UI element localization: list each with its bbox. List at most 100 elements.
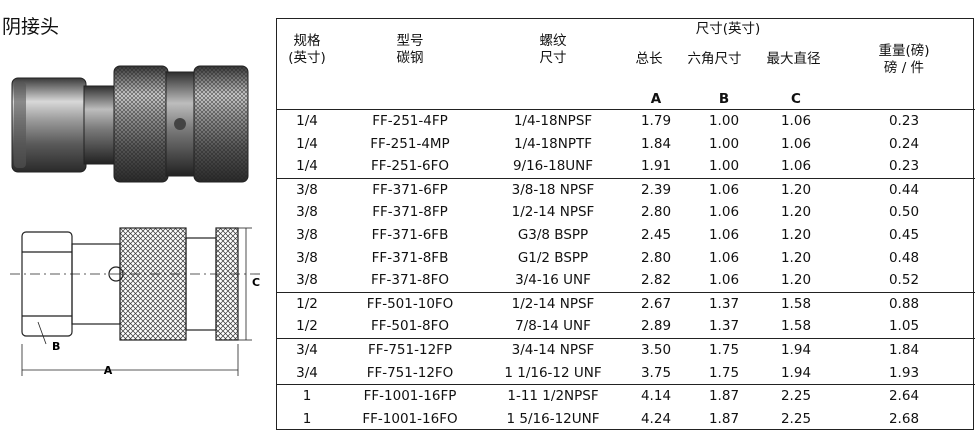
cell-model: FF-371-6FB xyxy=(371,226,449,243)
header-dimensions-group: 尺寸(英寸) xyxy=(695,21,761,37)
cell-weight: 0.44 xyxy=(833,177,975,202)
cell-model: FF-371-8FP xyxy=(372,204,448,221)
cell-weight: 0.23 xyxy=(888,113,920,129)
table-row: 1 FF-1001-16FP 1-11 1/2NPSF 4.14 1.87 2.25 2.6… xyxy=(277,384,975,408)
cell-thread: 7/8-14 UNF xyxy=(515,318,591,335)
table-row: 3/8 FF-371-8FO 3/4-16 UNF 2.82 1.06 1.20 0.52 xyxy=(277,269,975,292)
cell-c: 1.94 xyxy=(759,337,833,362)
cell-weight: 0.23 xyxy=(888,158,920,175)
cell-thread: G1/2 BSPP xyxy=(517,249,589,266)
cell-c: 1.20 xyxy=(759,177,833,202)
dimension-drawing: C A B xyxy=(10,227,260,377)
cell-a: 3.50 xyxy=(623,337,689,362)
cell-model: FF-251-6FO xyxy=(370,158,450,175)
cell-thread: 1 1/16-12 UNF xyxy=(504,364,602,381)
table-row: 1/4 FF-251-4MP 1/4-18NPTF 1.84 1.00 1.06 0.24 xyxy=(277,133,975,156)
cell-size: 3/8 xyxy=(296,226,318,243)
cell-weight: 0.48 xyxy=(888,249,920,266)
cell-size: 1 xyxy=(277,384,337,408)
cell-model: FF-251-4MP xyxy=(370,135,450,152)
cell-weight: 0.45 xyxy=(888,226,920,243)
cell-model: FF-1001-16FO xyxy=(362,410,458,427)
cell-c: 1.20 xyxy=(780,204,812,221)
cell-thread: 1-11 1/2NPSF xyxy=(483,384,623,408)
cell-b: 1.87 xyxy=(708,410,740,427)
table-row: 3/8 FF-371-8FB G1/2 BSPP 2.80 1.06 1.20 0.48 xyxy=(277,247,975,270)
header-thread: 螺纹 尺寸 xyxy=(539,33,567,66)
cell-c: 1.20 xyxy=(780,226,812,243)
table-row: 3/4 FF-751-12FO 1 1/16-12 UNF 3.75 1.75 1.94 1… xyxy=(277,362,975,385)
cell-b: 1.06 xyxy=(708,249,740,266)
label-c: C xyxy=(252,276,260,289)
cell-model: FF-751-12FP xyxy=(337,337,483,362)
cell-weight: 0.52 xyxy=(888,272,920,289)
table-row: 3/8 FF-371-6FP 3/8-18 NPSF 2.39 1.06 1.20 0.44 xyxy=(277,177,975,202)
cell-model: FF-1001-16FP xyxy=(337,384,483,408)
cell-c: 1.58 xyxy=(759,291,833,316)
cell-weight: 0.24 xyxy=(888,135,920,152)
letters-row: A B C xyxy=(277,83,975,110)
cell-c: 1.94 xyxy=(780,364,812,381)
header-dimensions: 尺寸(英寸) 总长 六角尺寸 最大直径 xyxy=(623,19,833,83)
cell-weight: 2.64 xyxy=(833,384,975,408)
cell-a: 2.45 xyxy=(640,226,672,243)
cell-a: 2.67 xyxy=(623,291,689,316)
label-a: A xyxy=(104,364,113,377)
cell-b: 1.00 xyxy=(708,158,740,175)
table-row: 1/2 FF-501-8FO 7/8-14 UNF 2.89 1.37 1.58 1.05 xyxy=(277,315,975,338)
cell-thread: G3/8 BSPP xyxy=(517,226,589,243)
cell-size: 1/4 xyxy=(296,158,318,175)
cell-a: 4.14 xyxy=(623,384,689,408)
cell-size: 1/2 xyxy=(277,291,337,316)
cell-b: 1.37 xyxy=(689,291,759,316)
header-hex: 六角尺寸 xyxy=(687,51,742,67)
cell-c: 1.06 xyxy=(780,135,812,152)
cell-a: 1.84 xyxy=(640,135,672,152)
cell-b: 1.06 xyxy=(689,177,759,202)
label-b: B xyxy=(52,340,60,353)
table-row: 3/8 FF-371-6FB G3/8 BSPP 2.45 1.06 1.20 0.45 xyxy=(277,224,975,247)
cell-model: FF-371-8FO xyxy=(370,272,450,289)
cell-thread: 3/8-18 NPSF xyxy=(483,177,623,202)
cell-b: 1.00 xyxy=(708,135,740,152)
letter-b: B xyxy=(689,83,759,110)
table-row: 1/4 FF-251-4FP 1/4-18NPSF 1.79 1.00 1.06 0.23 xyxy=(277,110,975,133)
header-spec: 规格 (英寸) xyxy=(288,33,326,66)
cell-size: 3/8 xyxy=(296,204,318,221)
header-max-dia: 最大直径 xyxy=(766,51,821,67)
cell-b: 1.37 xyxy=(708,318,740,335)
cell-a: 4.24 xyxy=(640,410,672,427)
cell-a: 2.39 xyxy=(623,177,689,202)
spec-table: 规格 (英寸) 型号 碳钢 螺纹 尺寸 尺寸(英寸) 总长 六角尺寸 最大直径 xyxy=(276,18,975,430)
cell-weight: 1.84 xyxy=(833,337,975,362)
cell-model: FF-501-10FO xyxy=(337,291,483,316)
cell-c: 1.20 xyxy=(780,272,812,289)
cell-thread: 1/4-18NPSF xyxy=(513,113,593,129)
cell-thread: 9/16-18UNF xyxy=(512,158,594,175)
cell-size: 3/4 xyxy=(296,364,318,381)
cell-size: 3/4 xyxy=(277,337,337,362)
cell-model: FF-251-4FP xyxy=(372,113,448,129)
cell-a: 3.75 xyxy=(640,364,672,381)
cell-size: 3/8 xyxy=(296,249,318,266)
cell-model: FF-371-8FB xyxy=(371,249,449,266)
header-length: 总长 xyxy=(635,51,663,67)
cell-thread: 3/4-16 UNF xyxy=(515,272,591,289)
cell-c: 1.06 xyxy=(780,113,812,129)
cell-b: 1.75 xyxy=(708,364,740,381)
cell-thread: 1/2-14 NPSF xyxy=(483,291,623,316)
cell-weight: 0.50 xyxy=(888,204,920,221)
cell-c: 1.06 xyxy=(780,158,812,175)
cell-b: 1.87 xyxy=(689,384,759,408)
table-row: 3/8 FF-371-8FP 1/2-14 NPSF 2.80 1.06 1.20 0.50 xyxy=(277,201,975,224)
cell-thread: 1/4-18NPTF xyxy=(513,135,593,152)
cell-a: 2.89 xyxy=(640,318,672,335)
cell-b: 1.06 xyxy=(708,204,740,221)
cell-size: 1 xyxy=(302,410,312,427)
header-weight: 重量(磅) 磅 / 件 xyxy=(878,43,930,76)
cell-c: 2.25 xyxy=(780,410,812,427)
cell-model: FF-501-8FO xyxy=(370,318,450,335)
table-row: 1/4 FF-251-6FO 9/16-18UNF 1.91 1.00 1.06 0.23 xyxy=(277,155,975,178)
header-model: 型号 碳钢 xyxy=(396,33,424,66)
letter-c: C xyxy=(759,83,833,110)
